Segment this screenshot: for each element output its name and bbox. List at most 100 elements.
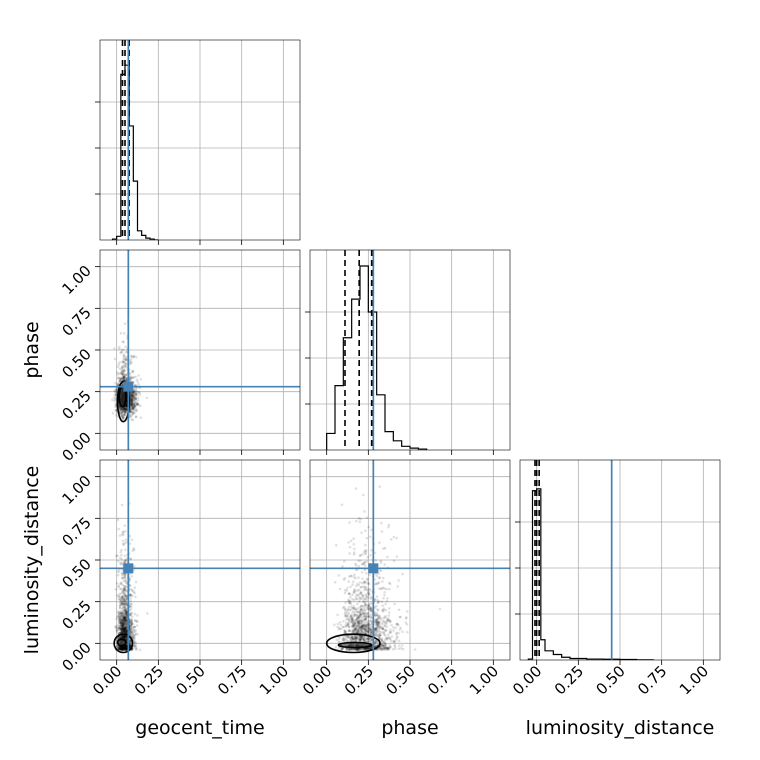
scatter-point (369, 628, 373, 631)
scatter-point (119, 618, 122, 622)
scatter-point (337, 640, 341, 644)
scatter-point (120, 630, 124, 633)
scatter-point (119, 350, 123, 354)
scatter-point (374, 632, 378, 635)
scatter-point (128, 643, 132, 647)
scatter-point (399, 647, 403, 650)
scatter-point (356, 607, 360, 610)
scatter-point (121, 377, 124, 380)
scatter-point (363, 608, 366, 612)
scatter-point (368, 637, 372, 641)
scatter-point (352, 604, 355, 608)
scatter-point (353, 634, 356, 638)
scatter-point (377, 615, 381, 618)
y-axis-label: luminosity_distance (21, 466, 43, 655)
scatter-point (124, 364, 128, 368)
scatter-point (122, 628, 126, 631)
scatter-point (124, 644, 128, 648)
scatter-point (354, 597, 358, 601)
scatter-point (125, 647, 128, 651)
scatter-point (114, 389, 117, 392)
scatter-point (125, 404, 129, 408)
scatter-point (120, 365, 124, 369)
scatter-point (132, 635, 136, 639)
scatter-point (356, 629, 360, 633)
scatter-point (125, 610, 129, 614)
scatter-point (362, 612, 365, 616)
scatter-point (134, 595, 137, 599)
scatter-point (381, 586, 385, 590)
scatter-point (135, 378, 139, 382)
scatter-point (131, 369, 135, 373)
scatter-point (352, 648, 356, 651)
scatter-point (131, 397, 135, 400)
scatter-point (360, 625, 363, 629)
scatter-point (121, 618, 125, 621)
scatter-point (383, 641, 387, 645)
scatter-point (119, 621, 123, 624)
scatter-point (116, 647, 120, 650)
scatter-point (343, 576, 347, 580)
scatter-point (118, 636, 121, 639)
scatter-point (121, 573, 125, 577)
scatter-point (365, 578, 369, 581)
scatter-point (121, 648, 125, 652)
scatter-point (120, 634, 124, 638)
scatter-point (366, 604, 370, 608)
scatter-point (351, 617, 354, 621)
scatter-point (133, 619, 137, 623)
scatter-point (121, 376, 124, 380)
scatter-point (357, 619, 360, 623)
scatter-point (135, 624, 139, 627)
scatter-point (118, 616, 121, 619)
scatter-point (359, 634, 363, 638)
scatter-point (367, 590, 370, 594)
scatter-point (383, 593, 386, 597)
scatter-point (132, 406, 136, 410)
scatter-point (132, 393, 135, 396)
scatter-point (364, 601, 367, 604)
scatter-point (121, 416, 124, 420)
scatter-point (374, 628, 377, 632)
scatter-point (350, 621, 354, 624)
scatter-point (119, 550, 122, 554)
scatter-point (129, 414, 133, 417)
scatter-point (374, 641, 377, 645)
scatter-point (130, 630, 133, 633)
scatter-point (133, 389, 136, 393)
scatter-point (357, 626, 361, 630)
scatter-point (128, 625, 132, 629)
scatter-point (128, 628, 132, 631)
scatter-point (123, 647, 127, 651)
scatter-point (128, 410, 132, 413)
scatter-point (353, 624, 356, 627)
scatter-point (120, 626, 123, 630)
scatter-point (121, 627, 124, 631)
scatter-point (124, 648, 128, 651)
scatter-point (123, 616, 126, 620)
scatter-point (352, 618, 355, 622)
scatter-point (121, 601, 124, 605)
scatter-point (359, 590, 363, 594)
scatter-point (118, 648, 122, 651)
scatter-point (343, 631, 346, 635)
scatter-point (351, 625, 354, 629)
scatter-point (124, 373, 127, 377)
scatter-point (364, 648, 368, 652)
scatter-point (116, 573, 120, 577)
scatter-point (132, 590, 136, 594)
scatter-point (122, 628, 125, 632)
scatter-point (133, 636, 136, 640)
scatter-point (124, 411, 128, 414)
scatter-point (381, 644, 385, 647)
scatter-point (116, 623, 120, 627)
scatter-point (125, 402, 128, 406)
scatter-point (382, 631, 386, 635)
scatter-point (348, 521, 351, 524)
scatter-point (123, 629, 126, 633)
scatter-point (125, 404, 128, 408)
scatter-point (369, 632, 373, 636)
scatter-point (125, 644, 128, 648)
scatter-point (120, 617, 123, 620)
scatter-point (131, 376, 134, 380)
